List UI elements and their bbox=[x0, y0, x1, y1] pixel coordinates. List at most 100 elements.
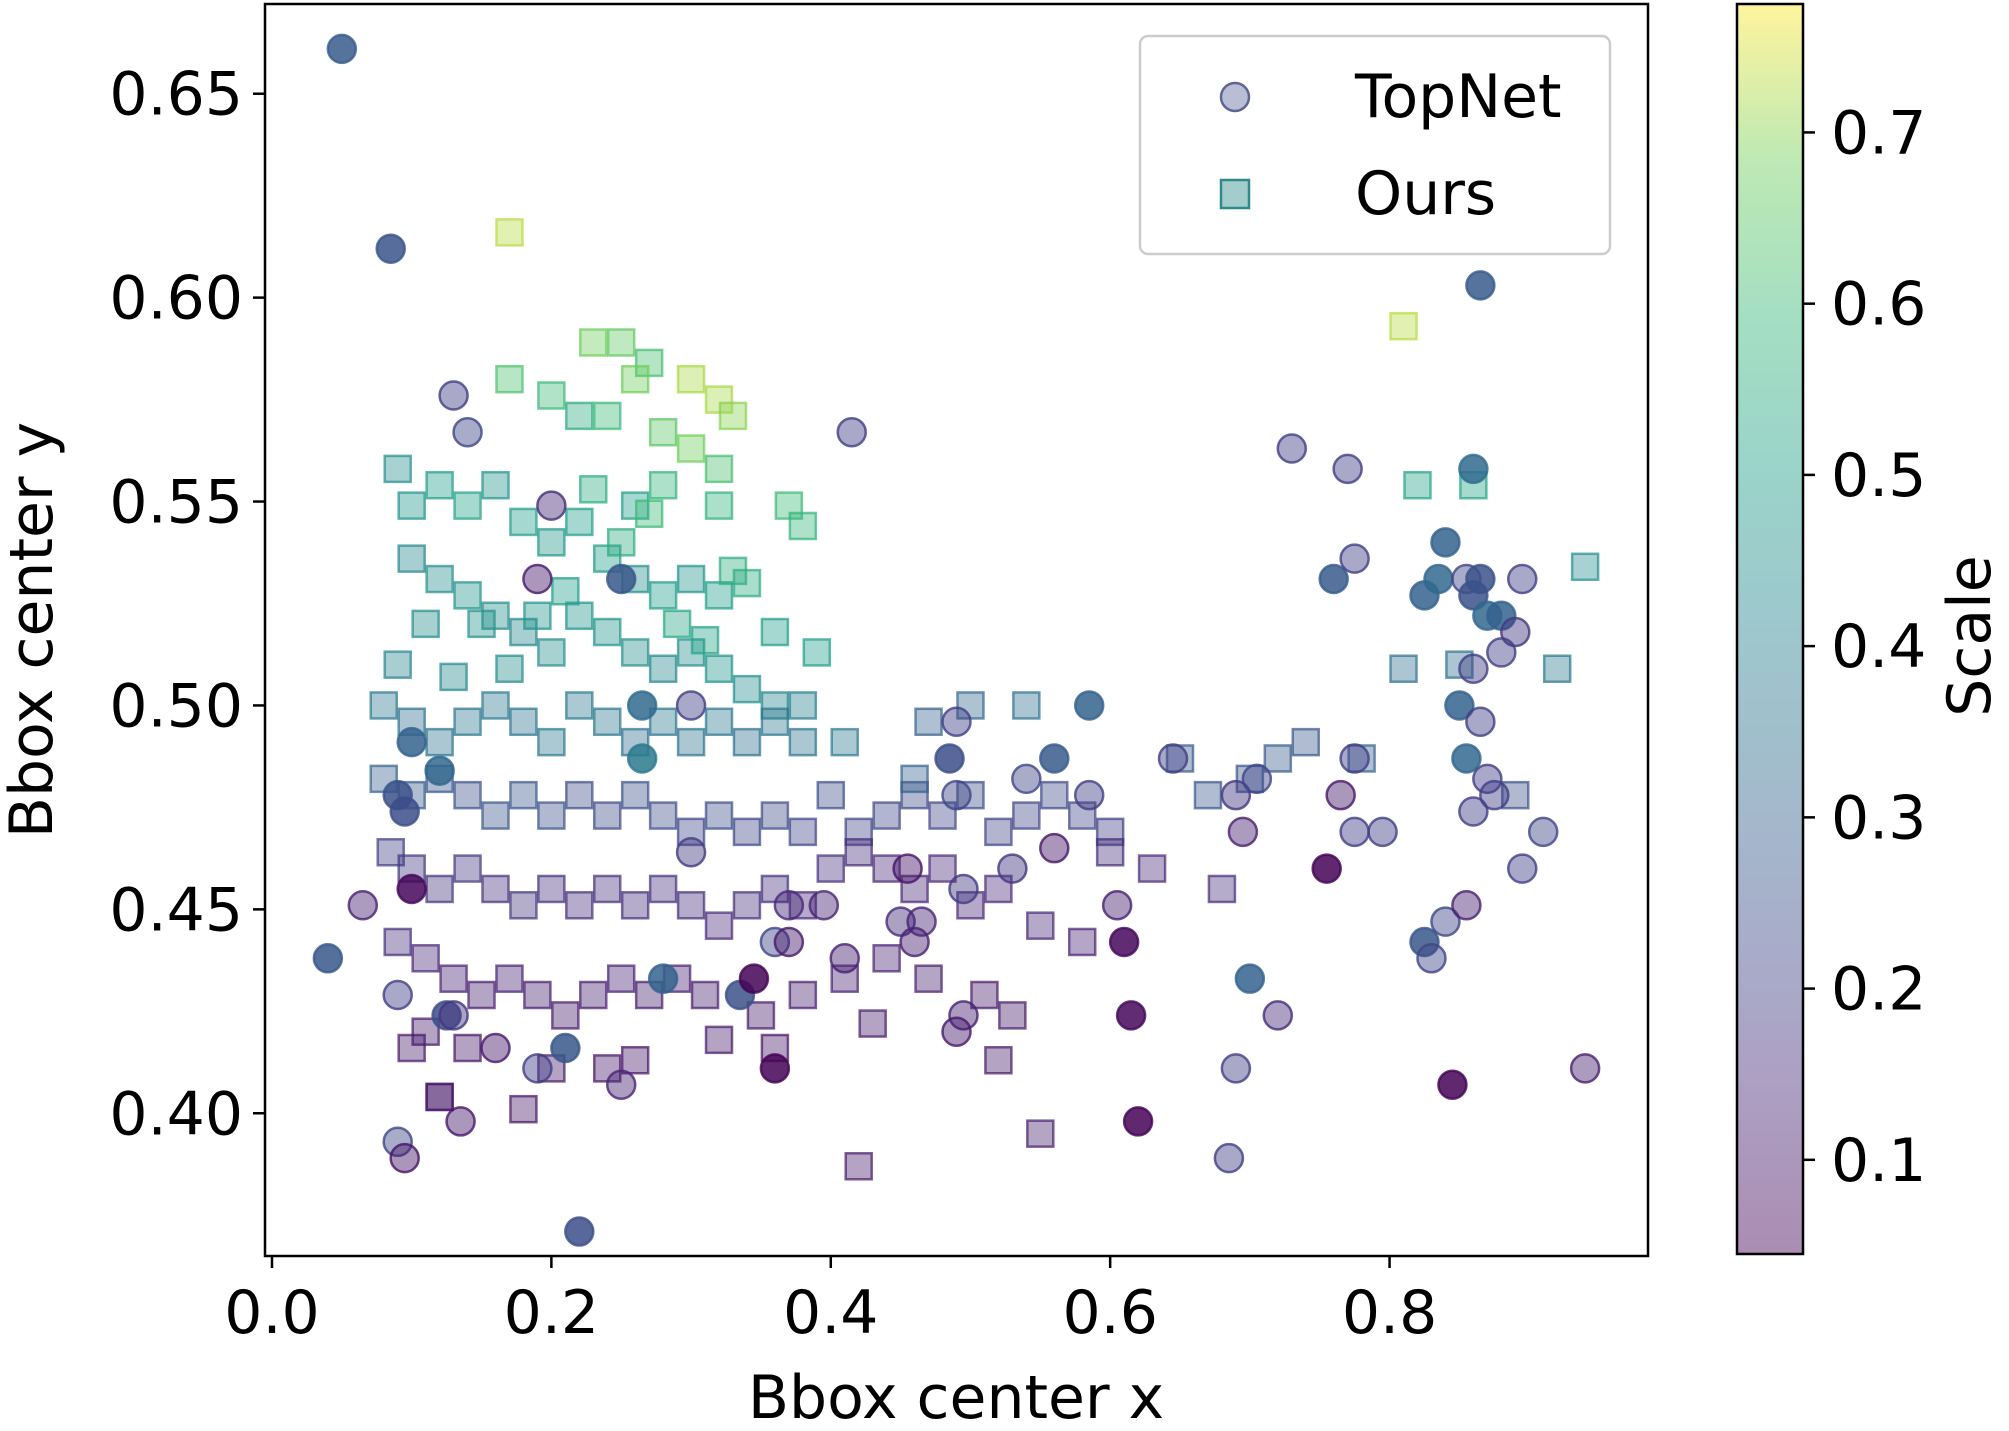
colorbar: 0.1 0.2 0.3 0.4 0.5 0.6 0.7 Scale bbox=[1735, 2, 2005, 1256]
y-tick-label: 0.40 bbox=[109, 1079, 243, 1149]
ours-point bbox=[914, 707, 943, 737]
topnet-point bbox=[906, 906, 937, 937]
topnet-point bbox=[431, 1000, 462, 1031]
ours-point bbox=[872, 944, 901, 973]
ours-point bbox=[1263, 744, 1293, 773]
ours-point bbox=[788, 511, 818, 541]
ours-point bbox=[537, 801, 566, 830]
topnet-point bbox=[1458, 796, 1489, 827]
ours-point bbox=[704, 654, 734, 683]
ours-point bbox=[648, 417, 678, 447]
topnet-point bbox=[941, 706, 972, 738]
y-tick-label: 0.45 bbox=[109, 875, 243, 945]
ours-point bbox=[509, 1094, 538, 1124]
ours-point bbox=[425, 727, 454, 757]
topnet-point bbox=[1465, 563, 1496, 595]
ours-point bbox=[579, 475, 608, 504]
ours-point bbox=[425, 874, 454, 904]
ours-point bbox=[509, 780, 538, 810]
topnet-point bbox=[997, 853, 1028, 884]
x-tick-label: 0.4 bbox=[783, 1278, 878, 1348]
topnet-point bbox=[1122, 1106, 1154, 1137]
ours-point bbox=[1389, 311, 1418, 341]
ours-point bbox=[467, 609, 496, 639]
topnet-point bbox=[375, 233, 406, 264]
ours-point bbox=[844, 1152, 873, 1181]
legend: TopNet Ours bbox=[1138, 34, 1612, 256]
topnet-point bbox=[773, 890, 805, 921]
ours-point bbox=[565, 691, 594, 720]
ours-point bbox=[565, 507, 594, 537]
ours-point bbox=[676, 891, 706, 920]
ours-point bbox=[481, 691, 510, 720]
ours-point bbox=[970, 980, 999, 1010]
ours-point bbox=[914, 964, 943, 993]
colorbar-frame bbox=[1735, 2, 1805, 1256]
ours-point bbox=[984, 1045, 1013, 1075]
colorbar-label: Scale bbox=[1935, 555, 2005, 716]
topnet-point bbox=[382, 979, 413, 1011]
ours-point bbox=[634, 499, 664, 529]
topnet-point bbox=[1220, 1053, 1252, 1084]
ours-point bbox=[411, 609, 440, 639]
topnet-point bbox=[808, 890, 840, 921]
topnet-point bbox=[396, 726, 427, 758]
topnet-point bbox=[773, 926, 805, 958]
topnet-point bbox=[1332, 453, 1363, 485]
topnet-point bbox=[892, 853, 923, 884]
ours-point bbox=[732, 817, 762, 847]
topnet-point bbox=[1011, 763, 1042, 795]
topnet-point bbox=[424, 755, 455, 786]
ours-point bbox=[648, 470, 678, 500]
ours-point bbox=[760, 707, 790, 737]
topnet-point bbox=[934, 743, 965, 774]
ours-point bbox=[900, 780, 929, 810]
ours-point bbox=[928, 854, 957, 883]
ours-point bbox=[662, 609, 692, 639]
y-axis: 0.40 0.45 0.50 0.55 0.60 0.65 bbox=[109, 60, 265, 1149]
topnet-point bbox=[326, 33, 358, 65]
ours-point bbox=[746, 1001, 776, 1030]
topnet-point bbox=[438, 380, 469, 411]
ours-point bbox=[565, 891, 594, 920]
ours-point bbox=[1403, 470, 1432, 500]
ours-point bbox=[1026, 911, 1055, 940]
ours-point bbox=[984, 817, 1013, 847]
topnet-point bbox=[389, 1142, 420, 1174]
ours-point bbox=[537, 874, 566, 904]
ours-point bbox=[537, 638, 566, 667]
ours-point bbox=[453, 780, 482, 810]
ours-point bbox=[1095, 838, 1125, 867]
ours-point bbox=[648, 581, 678, 610]
ours-point bbox=[579, 328, 608, 357]
ours-point bbox=[802, 638, 832, 667]
ours-point bbox=[565, 780, 594, 810]
ours-point bbox=[676, 564, 706, 594]
ours-point bbox=[453, 854, 482, 883]
ours-point bbox=[858, 1009, 887, 1038]
ours-point bbox=[565, 401, 594, 431]
ours-point bbox=[495, 654, 524, 683]
topnet-point bbox=[1262, 1000, 1294, 1031]
topnet-point bbox=[1339, 743, 1370, 774]
ours-point bbox=[411, 944, 440, 973]
ours-point bbox=[1095, 817, 1125, 847]
ours-point bbox=[593, 617, 622, 647]
topnet-point bbox=[1220, 779, 1252, 811]
topnet-point bbox=[1157, 743, 1189, 774]
topnet-point bbox=[1507, 853, 1538, 884]
topnet-point bbox=[1115, 1000, 1147, 1031]
ours-point bbox=[704, 911, 734, 940]
topnet-point bbox=[1227, 816, 1259, 848]
topnet-point bbox=[1527, 816, 1559, 848]
topnet-point bbox=[836, 416, 867, 448]
ours-point bbox=[788, 727, 818, 757]
topnet-point bbox=[675, 690, 707, 721]
topnet-point bbox=[605, 1069, 637, 1100]
ours-point bbox=[1193, 780, 1223, 810]
topnet-point bbox=[675, 837, 707, 868]
topnet-point bbox=[1430, 906, 1461, 937]
ours-point bbox=[1137, 854, 1167, 883]
topnet-point bbox=[1039, 743, 1070, 774]
ours-point bbox=[453, 1033, 482, 1063]
